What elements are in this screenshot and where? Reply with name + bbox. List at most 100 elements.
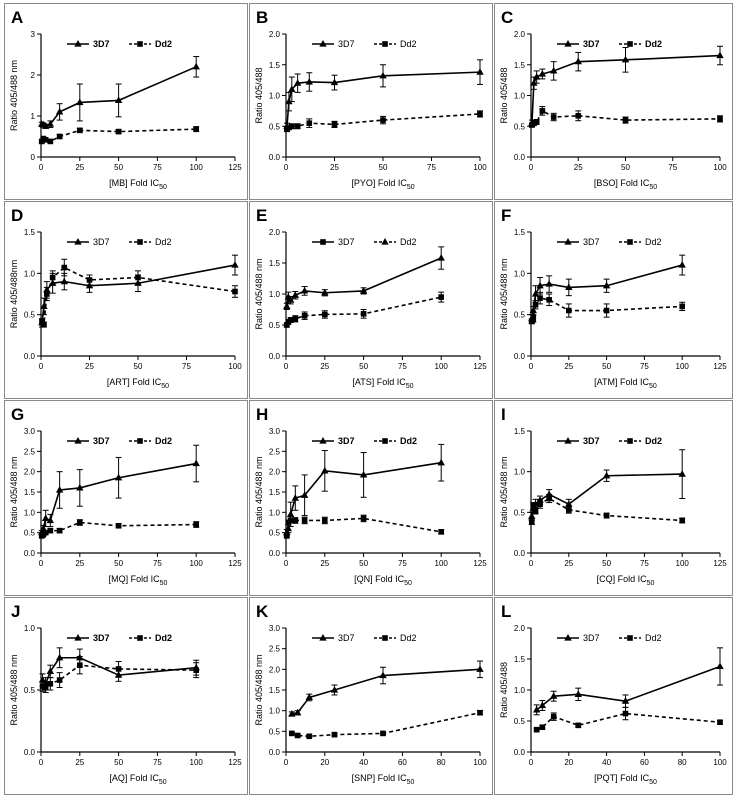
data-point	[566, 507, 572, 513]
legend-marker	[382, 41, 388, 47]
data-point	[565, 500, 573, 507]
legend-marker	[74, 238, 82, 245]
x-tick-label: 75	[640, 362, 649, 371]
chart-svg: L 0.0 0.5 1.0 1.5 2.0 0 20 40 60 80 100 [PQT] Fold I…	[499, 602, 727, 786]
series-line	[530, 497, 683, 523]
y-tick-label: 2.0	[269, 665, 281, 674]
x-tick-label: 20	[564, 758, 573, 767]
data-point	[331, 121, 338, 128]
y-tick-label: 0.0	[24, 748, 36, 757]
y-tick-label: 1.0	[269, 290, 281, 299]
legend: 3D7 Dd2	[557, 436, 662, 446]
y-axis-label: Ratio 405/488nm	[9, 260, 19, 329]
y-tick-label: 0.5	[269, 321, 281, 330]
x-tick-label: 125	[713, 362, 727, 371]
y-axis-label: Ratio 405/488 nm	[9, 456, 19, 527]
y-tick-label: 2.0	[269, 30, 281, 39]
y-tick-label: 1.5	[269, 61, 281, 70]
y-tick-label: 1.5	[269, 488, 281, 497]
y-tick-label: 2.0	[24, 468, 36, 477]
data-point	[41, 514, 50, 522]
series-line	[291, 711, 481, 738]
y-tick-label: 1.0	[269, 508, 281, 517]
data-point	[321, 288, 329, 296]
data-point	[538, 701, 547, 709]
legend: 3D7 Dd2	[312, 39, 417, 49]
y-axis-label: Ratio 405/488 nm	[254, 456, 264, 527]
y-tick-label: 0.0	[514, 352, 526, 361]
x-tick-label: 100	[676, 362, 690, 371]
panel-letter: C	[501, 8, 513, 27]
legend-marker	[382, 635, 388, 641]
y-tick-label: 1.0	[24, 508, 36, 517]
panel-k: K 0.0 0.5 1.0 1.5 2.0 2.5 3.0 0 20 40 60 80 100 [SNP] …	[249, 597, 493, 795]
legend-marker	[564, 437, 572, 444]
data-point	[566, 307, 572, 314]
x-tick-label: 100	[435, 362, 449, 371]
data-point	[42, 529, 49, 536]
x-tick-label: 75	[153, 163, 162, 172]
series-dd2	[288, 709, 483, 740]
data-point	[300, 491, 309, 498]
x-tick-label: 25	[564, 362, 573, 371]
legend-marker	[382, 438, 388, 444]
legend-marker	[627, 438, 633, 444]
panel-b: B 0.0 0.5 1.0 1.5 2.0 0 25 50 75 100 [PYO] Fold IC5…	[249, 3, 493, 200]
x-tick-label: 50	[134, 362, 143, 371]
series-dd2	[528, 493, 686, 526]
y-tick-label: 0.0	[514, 153, 526, 162]
data-point	[286, 124, 292, 131]
data-point	[115, 522, 122, 529]
data-point	[546, 296, 552, 303]
data-point	[549, 66, 558, 74]
panel-letter: K	[256, 602, 269, 621]
x-tick-label: 60	[640, 758, 649, 767]
data-point	[437, 458, 445, 466]
panel-letter: A	[11, 8, 23, 27]
data-point	[306, 120, 313, 126]
data-point	[193, 667, 199, 673]
y-axis-label: Ratio 405/488 nm	[499, 258, 509, 329]
legend-label: 3D7	[583, 436, 600, 446]
data-point	[622, 710, 629, 717]
legend-marker	[137, 239, 143, 245]
x-tick-label: 0	[529, 559, 534, 568]
data-point	[76, 483, 84, 491]
y-tick-label: 1.5	[514, 655, 526, 664]
panel-letter: E	[256, 206, 267, 225]
data-point	[115, 666, 122, 672]
x-tick-label: 100	[190, 559, 204, 568]
x-axis-label: [ATM] Fold IC50	[594, 377, 657, 390]
y-tick-label: 0.0	[269, 549, 281, 558]
y-tick-label: 0.5	[514, 508, 526, 517]
legend-marker	[564, 40, 572, 47]
data-point	[477, 709, 483, 716]
chart-svg: G 0.0 0.5 1.0 1.5 2.0 2.5 3.0 0 25 50 75 100 125 [MQ] …	[9, 405, 242, 587]
legend-label: Dd2	[400, 436, 417, 446]
data-point	[231, 261, 239, 268]
panel-letter: D	[11, 206, 23, 225]
data-point	[46, 516, 55, 524]
y-tick-label: 1.0	[269, 707, 281, 716]
x-tick-label: 0	[529, 758, 534, 767]
series-3d7	[283, 59, 484, 130]
x-tick-label: 100	[713, 163, 727, 172]
chart-svg: C 0.0 0.5 1.0 1.5 2.0 0 25 50 75 100 [BSO] Fold IC5…	[499, 8, 727, 191]
data-point	[380, 117, 386, 123]
legend-marker	[319, 437, 327, 444]
data-point	[115, 128, 122, 135]
chart-svg: H 0.0 0.5 1.0 1.5 2.0 2.5 3.0 0 25 50 75 100 125 [QN] …	[254, 405, 487, 587]
x-tick-label: 75	[427, 163, 436, 172]
data-point	[287, 517, 294, 524]
panel-h: H 0.0 0.5 1.0 1.5 2.0 2.5 3.0 0 25 50 75 100 125 [QN] …	[249, 400, 493, 596]
y-tick-label: 2.0	[514, 30, 526, 39]
y-tick-label: 2.5	[269, 645, 281, 654]
legend-marker	[74, 634, 82, 641]
data-point	[575, 722, 582, 729]
data-point	[532, 73, 541, 80]
data-point	[574, 57, 582, 65]
data-point	[602, 471, 611, 479]
x-tick-label: 75	[153, 559, 162, 568]
y-tick-label: 1.0	[514, 686, 526, 695]
